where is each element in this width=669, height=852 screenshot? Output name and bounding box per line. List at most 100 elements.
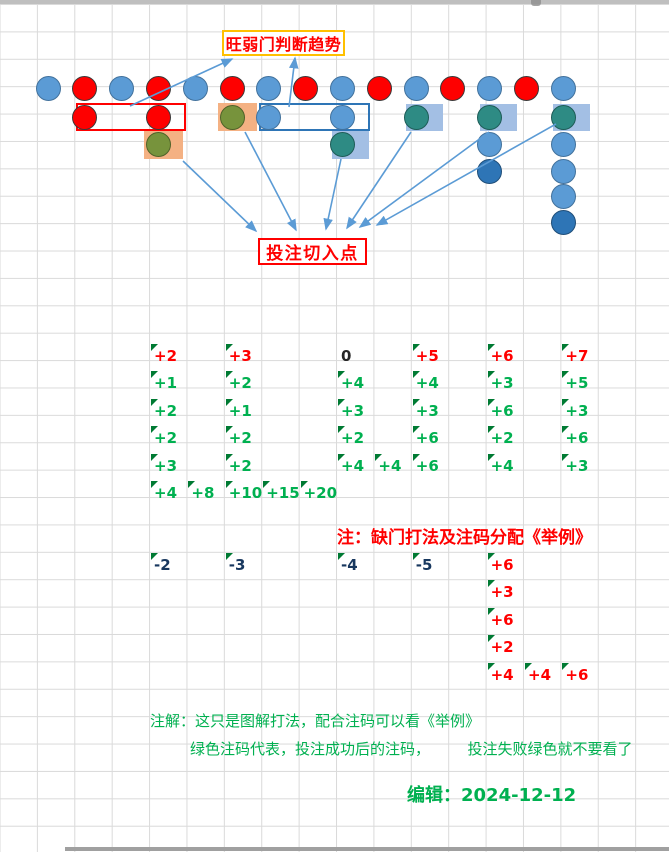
- circle-red[interactable]: [293, 75, 319, 101]
- circle-red[interactable]: [72, 75, 98, 101]
- number-cell[interactable]: +7: [565, 347, 589, 365]
- number-cell[interactable]: +4: [341, 374, 365, 393]
- comment-triangle-icon: [562, 371, 570, 379]
- number-cell[interactable]: +6: [490, 556, 514, 574]
- number-cell[interactable]: +3: [228, 347, 252, 365]
- circle-blue[interactable]: [477, 132, 503, 157]
- circle-blue[interactable]: [182, 75, 208, 101]
- number-cell[interactable]: +2: [154, 429, 178, 448]
- circle-darkblue[interactable]: [477, 158, 503, 184]
- number-cell[interactable]: +2: [341, 429, 365, 448]
- number-cell[interactable]: +10: [228, 484, 263, 502]
- number-cell[interactable]: +4: [415, 374, 439, 393]
- circle-blue[interactable]: [256, 75, 282, 101]
- circle-red[interactable]: [440, 75, 466, 101]
- number-cell[interactable]: +4: [154, 484, 178, 502]
- circle-red[interactable]: [513, 75, 539, 101]
- number-cell[interactable]: +15: [266, 484, 300, 502]
- number-cell[interactable]: +3: [341, 401, 365, 420]
- cell-cursor-mark: [531, 0, 541, 6]
- circle-teal[interactable]: [550, 104, 576, 130]
- number-cell[interactable]: +5: [415, 347, 439, 365]
- number-cell[interactable]: +3: [565, 456, 589, 475]
- number-cell[interactable]: +1: [154, 374, 178, 393]
- arrow: [129, 58, 234, 107]
- number-cell[interactable]: +2: [154, 401, 178, 420]
- footnote-line1[interactable]: 注解：这只是图解打法，配合注码可以看《举例》: [150, 712, 481, 730]
- number-cell[interactable]: +20: [303, 484, 338, 502]
- number-cell[interactable]: +1: [228, 401, 252, 420]
- comment-triangle-icon: [562, 662, 570, 670]
- footnote-line2[interactable]: 绿色注码代表，投注成功后的注码， 投注失败绿色就不要看了: [190, 740, 633, 758]
- number-cell[interactable]: -3: [228, 556, 246, 574]
- number-cell[interactable]: -5: [415, 556, 433, 574]
- number-cell[interactable]: +6: [415, 456, 439, 475]
- number-cell[interactable]: +4: [490, 665, 514, 684]
- number-cell[interactable]: +2: [228, 456, 252, 475]
- number-cell[interactable]: +3: [490, 374, 514, 393]
- number-cell[interactable]: +2: [154, 347, 178, 365]
- entry-point-callout[interactable]: 投注切入点: [258, 238, 367, 265]
- circle-blue[interactable]: [329, 104, 355, 130]
- circle-blue[interactable]: [35, 75, 61, 101]
- circle-blue[interactable]: [403, 75, 429, 101]
- number-cell[interactable]: +5: [565, 374, 589, 393]
- number-cell[interactable]: +3: [565, 401, 589, 420]
- number-cell[interactable]: +2: [228, 374, 252, 393]
- comment-triangle-icon: [188, 481, 196, 488]
- circle-blue[interactable]: [550, 75, 576, 101]
- comment-triangle-icon: [338, 371, 345, 379]
- number-cell[interactable]: +6: [490, 610, 514, 629]
- number-cell[interactable]: +2: [490, 429, 514, 448]
- comment-triangle-icon: [487, 662, 495, 670]
- number-cell[interactable]: +2: [228, 429, 252, 448]
- circle-teal[interactable]: [477, 104, 503, 130]
- comment-triangle-icon: [412, 426, 420, 434]
- circle-blue[interactable]: [477, 75, 503, 101]
- number-cell[interactable]: +2: [490, 638, 514, 657]
- circle-blue[interactable]: [109, 75, 135, 101]
- comment-triangle-icon: [338, 553, 345, 560]
- circle-blue[interactable]: [550, 132, 576, 157]
- number-cell[interactable]: +3: [490, 583, 514, 602]
- comment-triangle-icon: [151, 371, 158, 379]
- number-cell[interactable]: +6: [415, 429, 439, 448]
- number-cell[interactable]: +8: [191, 484, 215, 502]
- circle-green[interactable]: [145, 132, 171, 157]
- circle-red[interactable]: [219, 75, 245, 101]
- comment-triangle-icon: [487, 553, 495, 560]
- number-cell[interactable]: -4: [341, 556, 358, 574]
- circle-red[interactable]: [366, 75, 392, 101]
- number-cell[interactable]: +6: [565, 665, 589, 684]
- circle-darkblue[interactable]: [550, 209, 576, 235]
- circle-red[interactable]: [72, 104, 98, 130]
- number-cell[interactable]: +3: [415, 401, 439, 420]
- circle-red[interactable]: [145, 104, 171, 130]
- number-cell[interactable]: -2: [154, 556, 171, 574]
- number-cell[interactable]: +6: [565, 429, 589, 448]
- comment-triangle-icon: [375, 453, 383, 461]
- red-note-cell[interactable]: 注：缺门打法及注码分配《举例》: [337, 528, 592, 548]
- number-cell[interactable]: 0: [341, 347, 352, 365]
- circle-blue[interactable]: [550, 184, 576, 209]
- circle-blue[interactable]: [329, 75, 355, 101]
- circle-blue[interactable]: [256, 104, 282, 130]
- circle-blue[interactable]: [550, 158, 576, 184]
- number-cell[interactable]: +4: [341, 456, 365, 475]
- circle-teal[interactable]: [329, 132, 355, 157]
- circle-red[interactable]: [145, 75, 171, 101]
- editor-date[interactable]: 编辑：2024-12-12: [407, 785, 577, 806]
- number-cell[interactable]: +6: [490, 401, 514, 420]
- number-cell[interactable]: +4: [528, 665, 552, 684]
- number-cell[interactable]: +3: [154, 456, 178, 475]
- comment-triangle-icon: [562, 426, 570, 434]
- comment-triangle-icon: [487, 580, 495, 588]
- trend-callout[interactable]: 旺弱门判断趋势: [222, 30, 345, 56]
- comment-triangle-icon: [338, 398, 345, 406]
- number-cell[interactable]: +6: [490, 347, 514, 365]
- circle-green[interactable]: [219, 104, 245, 130]
- circle-teal[interactable]: [403, 104, 429, 130]
- number-cell[interactable]: +4: [490, 456, 514, 475]
- number-cell[interactable]: +4: [378, 456, 402, 475]
